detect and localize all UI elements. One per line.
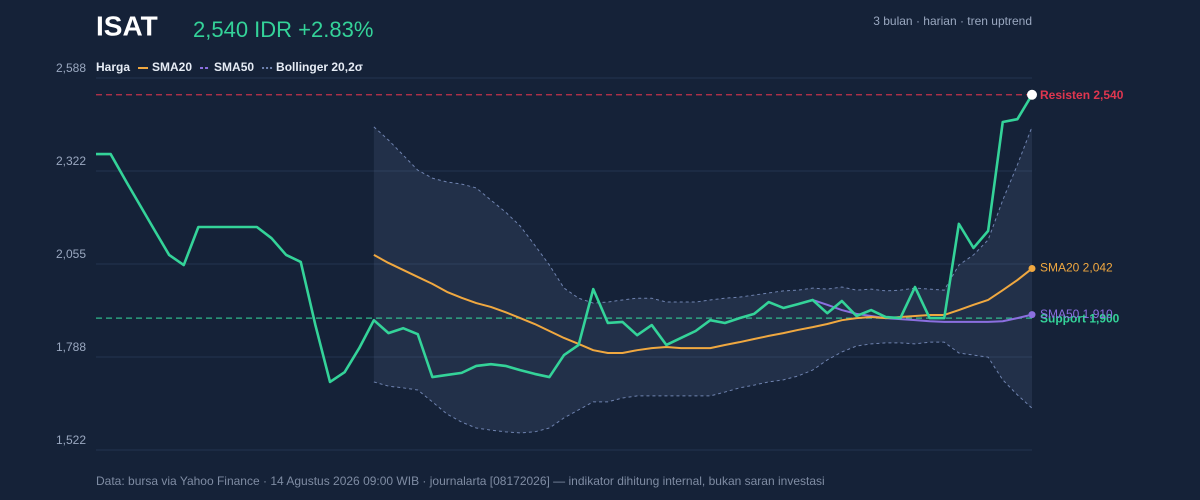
legend-label: Bollinger 20,2σ [276,60,363,74]
y-tick-label: 2,055 [56,247,86,261]
y-tick-label: 1,788 [56,340,86,354]
end-marker [1028,265,1036,273]
ticker: ISAT [96,10,158,41]
band-upper [373,126,1033,304]
series-line [812,298,1033,323]
price: 2,540 IDR +2.83% [193,17,373,42]
band-lower [373,341,1033,434]
end-marker [1028,311,1036,319]
subtitle: 3 bulan · harian · tren uptrend [873,14,1032,28]
y-tick-label: 1,522 [56,433,86,447]
band-area [373,126,1032,433]
level-label: Support 1,900 [1040,311,1120,325]
level-label: Resisten 2,540 [1040,88,1124,102]
series-line [96,94,1034,384]
y-tick-label: 2,322 [56,154,86,168]
last-price-marker [1027,89,1037,100]
end-label: SMA50 1,910 [1040,307,1113,321]
end-label: SMA20 2,042 [1040,261,1113,275]
legend-label: Harga [96,60,130,74]
footer: Data: bursa via Yahoo Finance · 14 Agust… [96,474,825,488]
series-line [373,254,1033,354]
y-tick-label: 2,588 [56,61,86,75]
legend-label: SMA50 [214,60,254,74]
legend-label: SMA20 [152,60,192,74]
